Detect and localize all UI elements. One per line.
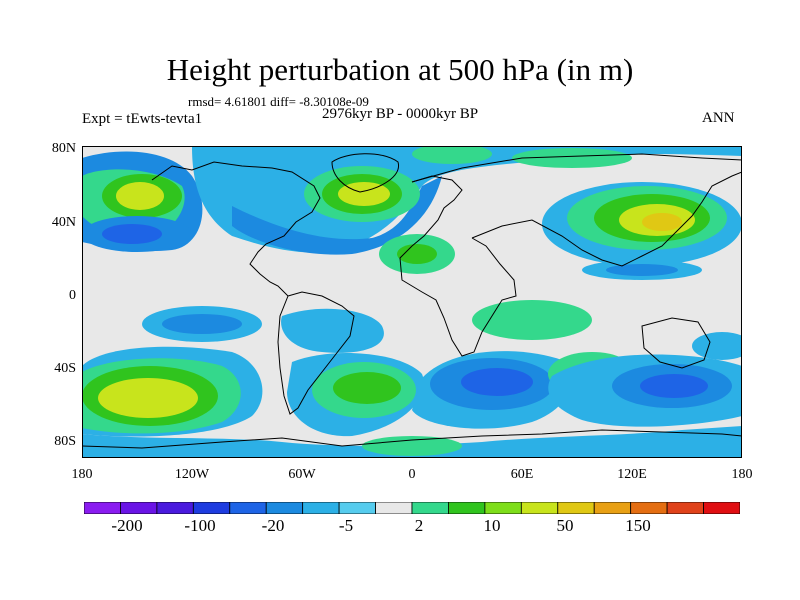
experiment-label: Expt = tEwts-tevta1 <box>82 111 203 127</box>
colorbar-cell <box>411 502 449 514</box>
x-tick-0: 0 <box>408 467 416 482</box>
nh-pacific-blue <box>82 216 192 252</box>
nh-atlantic-anomaly <box>304 166 420 222</box>
map-border <box>82 146 742 458</box>
colorbar-cell <box>593 502 632 514</box>
greenland-coast <box>331 153 399 193</box>
contour-map <box>82 146 742 458</box>
colorbar-label-7: 50 <box>556 516 574 535</box>
sh-australia-blue <box>548 332 742 427</box>
period-label: 2976kyr BP - 0000kyr BP <box>322 106 479 122</box>
coastlines <box>82 153 742 449</box>
sh-antarctic-band <box>82 426 742 458</box>
nh-asia-anomaly <box>542 182 742 266</box>
y-tick-80s: 80S <box>54 434 76 449</box>
colorbar-cell <box>703 502 740 514</box>
x-tick-120w: 120W <box>174 467 210 482</box>
colorbar-cell <box>375 502 413 514</box>
colorbar-label-6: 10 <box>483 516 501 535</box>
colorbar-cell <box>666 502 704 514</box>
y-tick-80n: 80N <box>51 141 76 156</box>
colorbar-label-3: -20 <box>261 516 285 535</box>
y-tick-0: 0 <box>69 288 76 303</box>
colorbar-cell <box>448 502 486 514</box>
colorbar-cell <box>338 502 376 514</box>
nh-asia-blue-south <box>582 260 702 280</box>
colorbar-cell <box>484 502 522 514</box>
y-tick-40n: 40N <box>51 215 76 230</box>
colorbar-label-8: 150 <box>625 516 651 535</box>
nh-arctic-green-patch <box>412 146 492 164</box>
colorbar-cell <box>520 502 559 514</box>
south-america-coast <box>277 291 355 415</box>
colorbar-cell <box>265 502 304 514</box>
asia-coast <box>471 171 742 267</box>
colorbar-label-4: -5 <box>338 516 354 535</box>
arctic-coast <box>411 153 742 183</box>
australia-coast <box>641 317 711 369</box>
colorbar-cell <box>192 502 231 514</box>
x-tick-120e: 120E <box>617 467 647 482</box>
nh-africa-green <box>379 234 455 274</box>
colorbar-label-5: 2 <box>414 516 424 535</box>
sh-indian-blue <box>412 351 572 429</box>
colorbar-cell <box>229 502 267 514</box>
colorbar-cell <box>302 502 340 514</box>
nh-europe-green <box>512 148 632 168</box>
x-tick-180w: 180 <box>71 467 93 482</box>
colorbar-cell <box>156 502 194 514</box>
europe-africa-coast <box>399 175 517 357</box>
colorbar-label-2: -100 <box>184 516 216 535</box>
x-tick-60e: 60E <box>510 467 534 482</box>
x-tick-60w: 60W <box>288 467 316 482</box>
stats-text: rmsd= 4.61801 diff= -8.30108e-09 <box>188 94 369 109</box>
season-label: ANN <box>702 110 735 126</box>
colorbar-cell <box>120 502 158 514</box>
north-america-coast <box>151 161 321 297</box>
colorbar <box>84 502 740 514</box>
antarctica-coast <box>82 429 742 449</box>
colorbar-cell <box>84 502 121 514</box>
x-tick-180e: 180 <box>731 467 753 482</box>
plot-title: Height perturbation at 500 hPa (in m) <box>166 52 634 87</box>
sh-pacific-anomaly <box>82 306 263 437</box>
colorbar-cell <box>557 502 595 514</box>
y-tick-40s: 40S <box>54 361 76 376</box>
colorbar-label-1: -200 <box>111 516 143 535</box>
colorbar-cell <box>630 502 668 514</box>
